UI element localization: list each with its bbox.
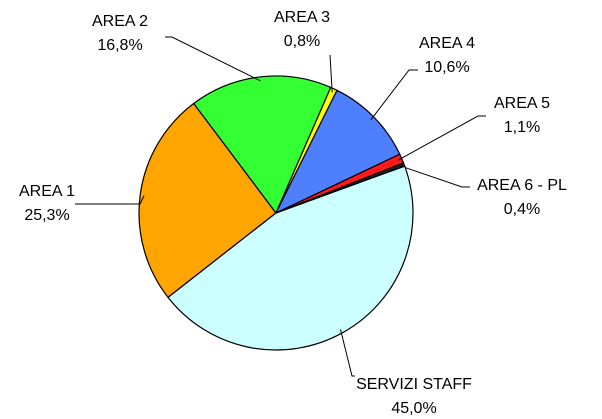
leader-line — [397, 115, 486, 161]
leader-line — [329, 54, 333, 93]
slice-label: AREA 4 — [419, 35, 475, 52]
slice-label: SERVIZI STAFF — [356, 376, 472, 393]
slice-value-label: 0,8% — [284, 33, 320, 50]
slice-label: AREA 1 — [19, 183, 75, 200]
slice-value-label: 25,3% — [24, 207, 69, 224]
slice-value-label: 16,8% — [97, 37, 142, 54]
leader-line — [339, 329, 355, 377]
slice-value-label: 1,1% — [504, 119, 540, 136]
leader-line — [370, 69, 418, 121]
slice-label: AREA 6 - PL — [477, 177, 567, 194]
slice-value-label: 45,0% — [391, 400, 436, 417]
leader-line — [400, 165, 470, 188]
pie-slice — [138, 102, 277, 299]
leader-line — [165, 36, 261, 82]
pie-slice — [192, 75, 332, 215]
slice-value-label: 10,6% — [424, 59, 469, 76]
pie-slice — [167, 165, 414, 351]
slice-label: AREA 5 — [494, 95, 550, 112]
leader-line — [75, 195, 145, 205]
pie-slice — [274, 89, 401, 215]
slice-value-label: 0,4% — [504, 201, 540, 218]
slice-label: AREA 3 — [274, 9, 330, 26]
slice-label: AREA 2 — [92, 13, 148, 30]
